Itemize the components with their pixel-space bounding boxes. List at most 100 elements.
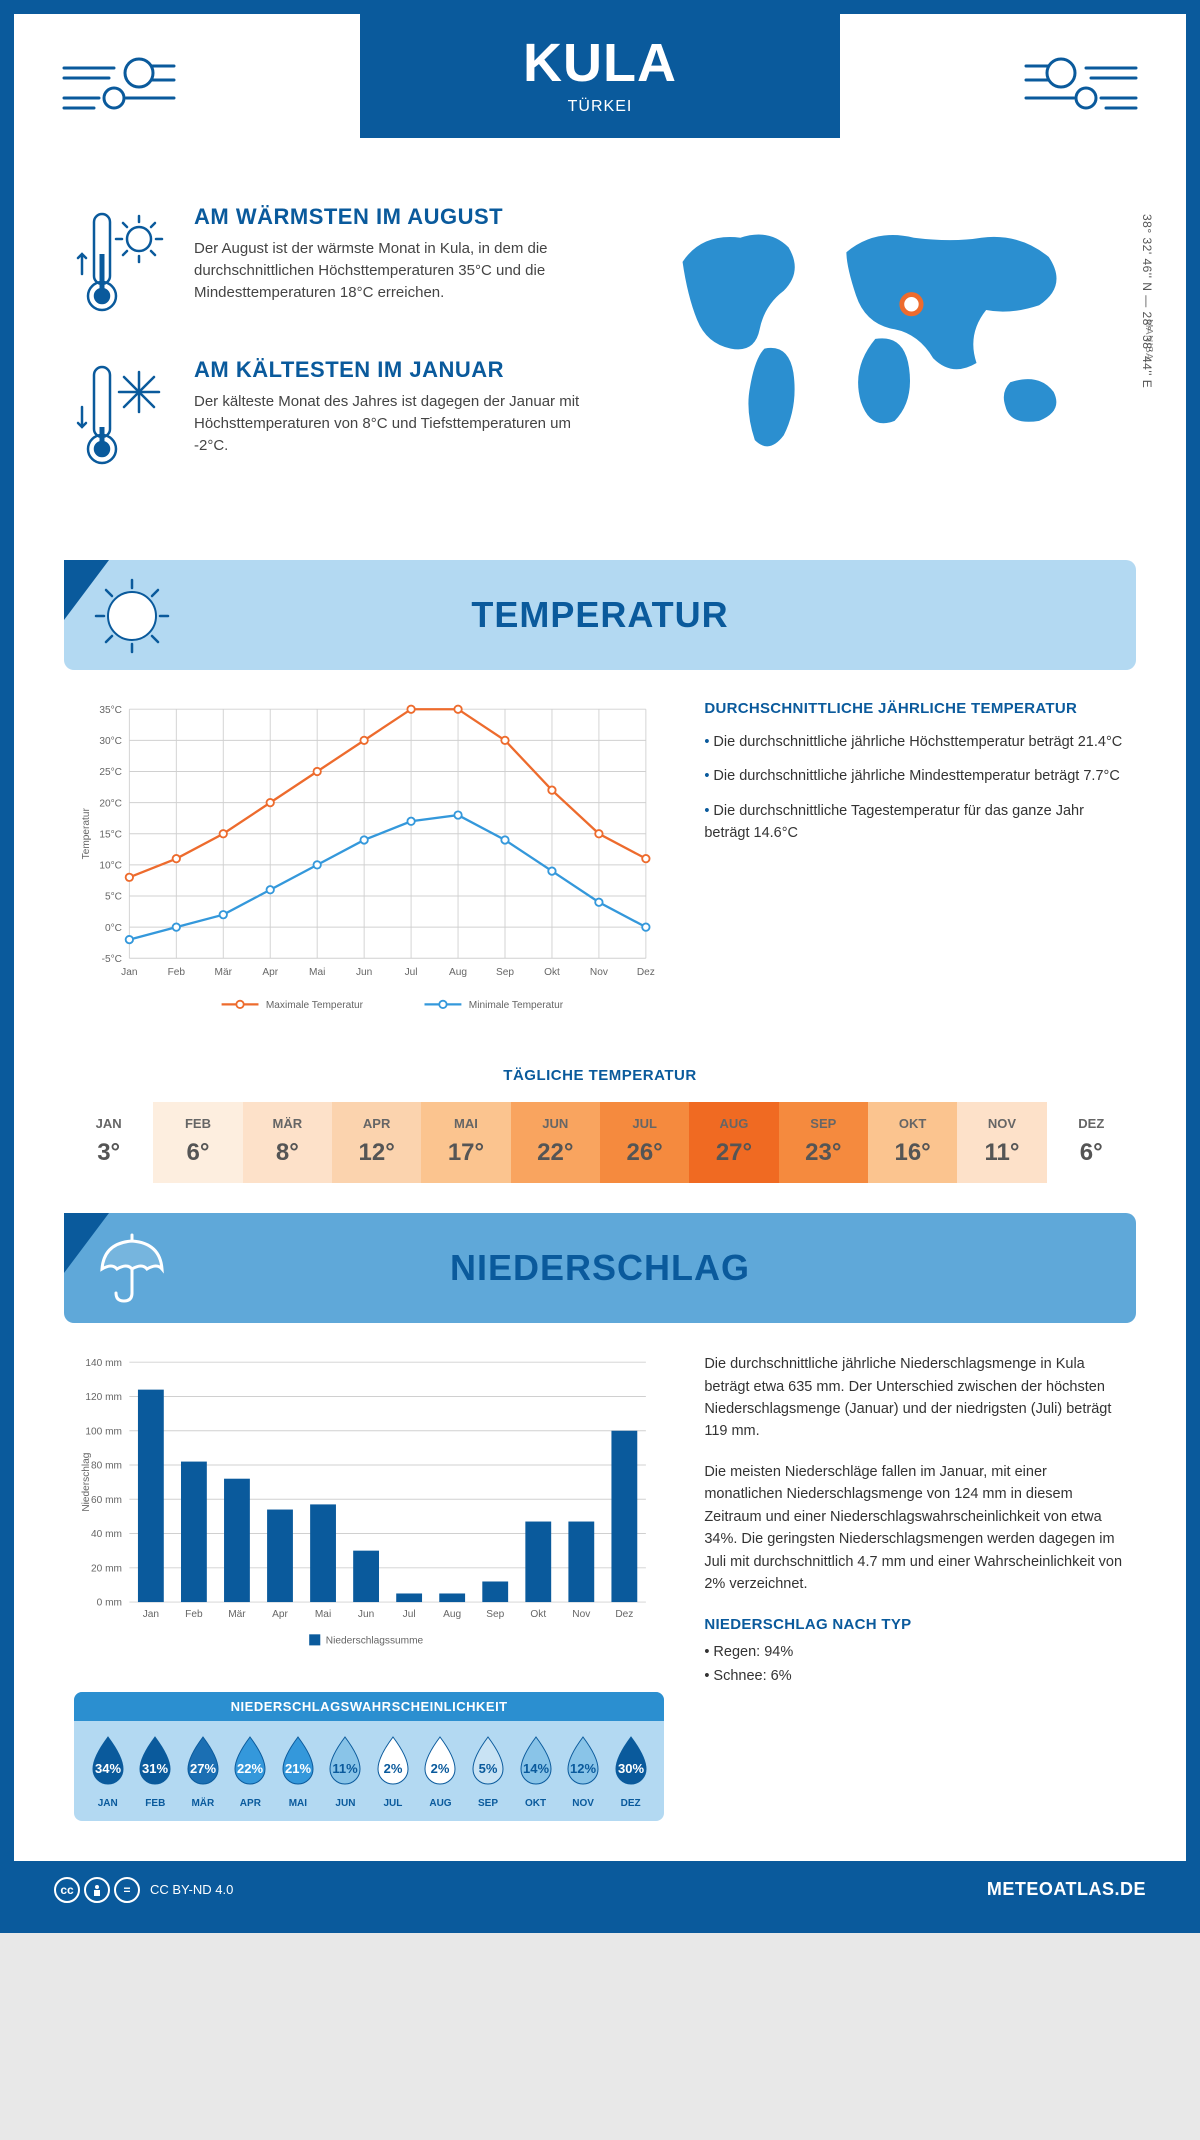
header: KULA TÜRKEI (14, 14, 1186, 194)
svg-text:Jan: Jan (121, 967, 137, 978)
svg-text:34%: 34% (95, 1761, 121, 1776)
precipitation-chart: 0 mm20 mm40 mm60 mm80 mm100 mm120 mm140 … (74, 1353, 664, 1667)
svg-text:80 mm: 80 mm (91, 1461, 122, 1472)
svg-text:Apr: Apr (272, 1609, 288, 1620)
svg-text:11%: 11% (333, 1761, 359, 1776)
thermometer-hot-icon (74, 204, 174, 329)
fact-cold: AM KÄLTESTEN IM JANUAR Der kälteste Mona… (74, 357, 604, 482)
temp-cell: DEZ6° (1047, 1102, 1136, 1183)
temp-text-item: • Die durchschnittliche Tagestemperatur … (704, 800, 1126, 845)
svg-text:20°C: 20°C (99, 798, 122, 809)
drop-cell: 22%APR (227, 1735, 275, 1809)
section-title-temperature: TEMPERATUR (471, 594, 728, 636)
svg-text:Jun: Jun (358, 1609, 374, 1620)
svg-text:Niederschlag: Niederschlag (81, 1453, 92, 1512)
temp-text-item: • Die durchschnittliche jährliche Höchst… (704, 731, 1126, 753)
title-banner: KULA TÜRKEI (360, 14, 840, 138)
svg-text:12%: 12% (570, 1761, 596, 1776)
fact-warm-text: Der August ist der wärmste Monat in Kula… (194, 238, 604, 303)
temp-cell: JUL26° (600, 1102, 689, 1183)
section-title-precipitation: NIEDERSCHLAG (450, 1247, 750, 1289)
page-subtitle: TÜRKEI (360, 98, 840, 116)
cc-icons: cc = (54, 1877, 140, 1903)
temp-cell: MÄR8° (243, 1102, 332, 1183)
temp-cell: JUN22° (511, 1102, 600, 1183)
drop-cell: 5%SEP (464, 1735, 512, 1809)
temp-cell: SEP23° (779, 1102, 868, 1183)
svg-text:5°C: 5°C (105, 892, 122, 903)
drop-cell: 11%JUN (322, 1735, 370, 1809)
svg-text:60 mm: 60 mm (91, 1495, 122, 1506)
svg-text:5%: 5% (479, 1761, 498, 1776)
wind-icon (54, 38, 184, 143)
section-header-temperature: TEMPERATUR (64, 560, 1136, 670)
precip-p1: Die durchschnittliche jährliche Niedersc… (704, 1353, 1126, 1443)
coords-label: 38° 32' 46'' N — 28° 38' 44'' E (1140, 214, 1154, 388)
precipitation-text: Die durchschnittliche jährliche Niedersc… (704, 1353, 1126, 1821)
temp-cell: OKT16° (868, 1102, 957, 1183)
svg-text:Niederschlagssumme: Niederschlagssumme (326, 1636, 424, 1647)
svg-text:31%: 31% (142, 1761, 168, 1776)
svg-text:Sep: Sep (496, 967, 514, 978)
svg-text:Jun: Jun (356, 967, 372, 978)
svg-text:Aug: Aug (449, 967, 467, 978)
temperature-text: DURCHSCHNITTLICHE JÄHRLICHE TEMPERATUR •… (704, 700, 1126, 1037)
svg-text:Maximale Temperatur: Maximale Temperatur (266, 1000, 364, 1011)
page-title: KULA (360, 32, 840, 94)
svg-text:Mai: Mai (315, 1609, 331, 1620)
precipitation-content: 0 mm20 mm40 mm60 mm80 mm100 mm120 mm140 … (14, 1353, 1186, 1821)
temp-text-item: • Die durchschnittliche jährliche Mindes… (704, 765, 1126, 787)
daily-temp-cells: JAN3°FEB6°MÄR8°APR12°MAI17°JUN22°JUL26°A… (64, 1102, 1136, 1183)
drop-cell: 14%OKT (512, 1735, 560, 1809)
drop-cell: 2%JUL (369, 1735, 417, 1809)
svg-text:Okt: Okt (544, 967, 560, 978)
drop-cell: 12%NOV (559, 1735, 607, 1809)
temp-cell: NOV11° (957, 1102, 1046, 1183)
drop-cell: 2%AUG (417, 1735, 465, 1809)
svg-text:0°C: 0°C (105, 923, 122, 934)
section-header-precipitation: NIEDERSCHLAG (64, 1213, 1136, 1323)
svg-text:25°C: 25°C (99, 767, 122, 778)
svg-text:2%: 2% (384, 1761, 403, 1776)
precip-type-title: NIEDERSCHLAG NACH TYP (704, 1616, 1126, 1633)
svg-text:Temperatur: Temperatur (81, 808, 92, 860)
intro-facts: AM WÄRMSTEN IM AUGUST Der August ist der… (74, 204, 604, 510)
svg-text:Nov: Nov (590, 967, 609, 978)
drop-cell: 21%MAI (274, 1735, 322, 1809)
svg-text:120 mm: 120 mm (85, 1392, 122, 1403)
fact-cold-title: AM KÄLTESTEN IM JANUAR (194, 357, 604, 383)
temp-cell: AUG27° (689, 1102, 778, 1183)
fact-warm-title: AM WÄRMSTEN IM AUGUST (194, 204, 604, 230)
wind-icon (1016, 38, 1146, 143)
precipitation-chart-column: 0 mm20 mm40 mm60 mm80 mm100 mm120 mm140 … (74, 1353, 664, 1821)
svg-text:10°C: 10°C (99, 861, 122, 872)
svg-text:2%: 2% (431, 1761, 450, 1776)
svg-text:27%: 27% (190, 1761, 216, 1776)
page: KULA TÜRKEI AM WÄRMSTEN IM AUGUST Der Au… (0, 0, 1200, 1933)
map-panel: MANISA 38° 32' 46'' N — 28° 38' 44'' E (644, 204, 1126, 510)
daily-temp-title: TÄGLICHE TEMPERATUR (14, 1067, 1186, 1084)
svg-text:Mai: Mai (309, 967, 325, 978)
svg-text:Sep: Sep (486, 1609, 504, 1620)
svg-text:30°C: 30°C (99, 736, 122, 747)
precipitation-probability: NIEDERSCHLAGSWAHRSCHEINLICHKEIT 34%JAN31… (74, 1692, 664, 1821)
svg-text:21%: 21% (285, 1761, 311, 1776)
intro-section: AM WÄRMSTEN IM AUGUST Der August ist der… (14, 194, 1186, 540)
svg-text:Jul: Jul (403, 1609, 416, 1620)
drop-cell: 27%MÄR (179, 1735, 227, 1809)
svg-text:-5°C: -5°C (102, 954, 122, 965)
svg-text:Jan: Jan (143, 1609, 159, 1620)
svg-text:Nov: Nov (572, 1609, 591, 1620)
svg-text:Dez: Dez (615, 1609, 633, 1620)
temp-cell: FEB6° (153, 1102, 242, 1183)
precip-p2: Die meisten Niederschläge fallen im Janu… (704, 1461, 1126, 1596)
svg-text:14%: 14% (523, 1761, 549, 1776)
svg-text:Mär: Mär (228, 1609, 246, 1620)
svg-text:Apr: Apr (262, 967, 278, 978)
temp-cell: MAI17° (421, 1102, 510, 1183)
cc-icon: cc (54, 1877, 80, 1903)
precip-prob-title: NIEDERSCHLAGSWAHRSCHEINLICHKEIT (74, 1692, 664, 1721)
temp-text-title: DURCHSCHNITTLICHE JÄHRLICHE TEMPERATUR (704, 700, 1126, 717)
svg-text:22%: 22% (237, 1761, 263, 1776)
by-icon (84, 1877, 110, 1903)
